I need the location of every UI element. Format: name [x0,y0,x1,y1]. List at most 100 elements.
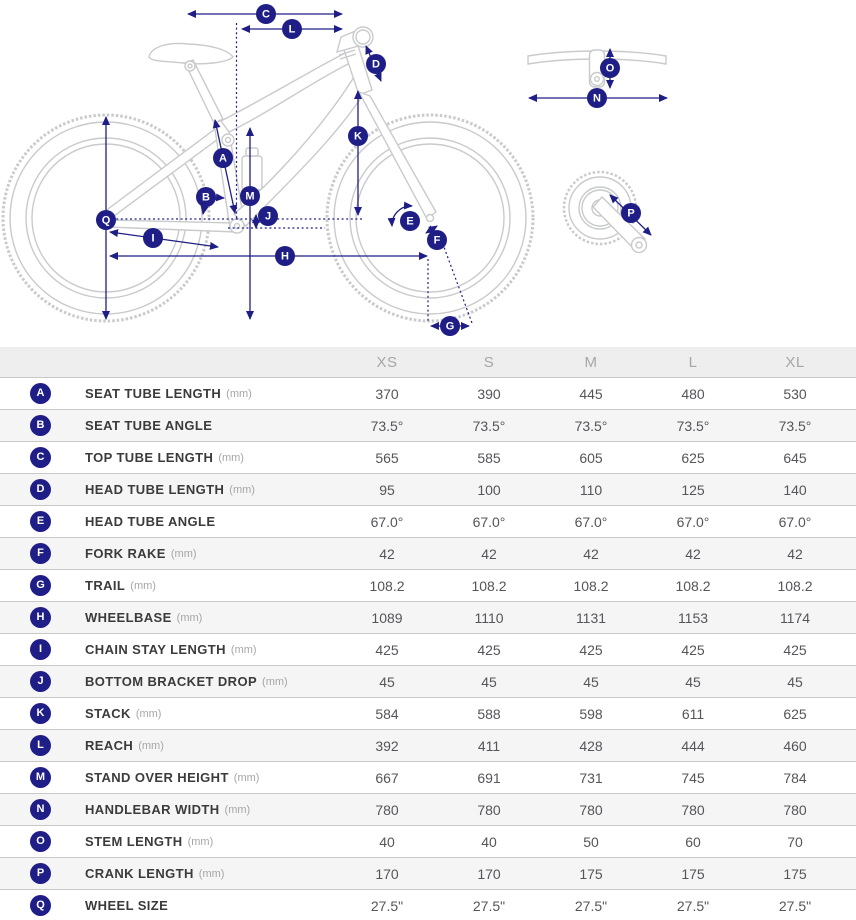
row-label: SEAT TUBE LENGTH [85,386,222,401]
svg-text:G: G [446,321,455,333]
size-column-header: XL [785,353,805,371]
row-unit: (mm) [229,483,255,496]
bike-geometry-diagram: A B C D E F G H I J K L M N O P Q [0,0,856,347]
diagram-badge-c: C [256,4,276,24]
diagram-badge-d: D [366,54,386,74]
geometry-table: XS S M L XL A SEAT TUBE LENGTH (mm) 370 390 44… [0,347,856,920]
row-label-cell: I CHAIN STAY LENGTH (mm) [0,639,336,660]
badge-letter: Q [36,899,45,911]
value-cell: 73.5° [370,417,404,434]
table-row: A SEAT TUBE LENGTH (mm) 370 390 445 480 530 [0,377,856,409]
dim-chain-stay-length [109,229,219,250]
value-cell: 42 [481,545,497,562]
value-cell: 425 [375,641,399,658]
diagram-badge-m: M [240,186,260,206]
value-cell: 731 [579,769,603,786]
table-row: K STACK (mm) 584 588 598 611 625 [0,697,856,729]
row-label: FORK RAKE [85,546,166,561]
value-cell: 667 [375,769,399,786]
value-cell: 745 [681,769,705,786]
row-letter-badge: K [30,703,51,724]
svg-text:P: P [627,208,634,220]
table-row: B SEAT TUBE ANGLE 73.5° 73.5° 73.5° 73.5° 73… [0,409,856,441]
value-cell: 588 [477,705,501,722]
row-label-cell: L REACH (mm) [0,735,336,756]
value-cell: 45 [685,673,701,690]
value-cell: 1174 [779,609,811,626]
value-cell: 425 [579,641,603,658]
row-letter-badge: G [30,575,51,596]
row-label: STAND OVER HEIGHT [85,770,229,785]
row-letter-badge: O [30,831,51,852]
value-cell: 428 [579,737,603,754]
dim-fork-rake [425,225,438,234]
diagram-badge-o: O [600,58,620,78]
value-cell: 625 [783,705,807,722]
table-row: C TOP TUBE LENGTH (mm) 565 585 605 625 645 [0,441,856,473]
table-row: N HANDLEBAR WIDTH (mm) 780 780 780 780 780 [0,793,856,825]
value-cell: 584 [375,705,399,722]
value-cell: 425 [477,641,501,658]
value-cell: 460 [783,737,807,754]
value-cell: 444 [681,737,705,754]
value-cell: 780 [375,801,399,818]
row-unit: (mm) [218,451,244,464]
svg-text:Q: Q [102,215,111,227]
svg-text:J: J [265,211,271,223]
diagram-badge-b: B [196,187,216,207]
row-label: HEAD TUBE ANGLE [85,514,216,529]
value-cell: 125 [681,481,705,498]
badge-letter: F [37,547,44,559]
value-cell: 585 [477,449,501,466]
row-label-cell: B SEAT TUBE ANGLE [0,415,336,436]
value-cell: 42 [787,545,803,562]
value-cell: 625 [681,449,705,466]
badge-letter: L [37,739,44,751]
value-cell: 70 [787,833,803,850]
badge-letter: P [36,867,45,879]
value-cell: 645 [783,449,807,466]
value-cell: 67.0° [370,513,404,530]
value-cell: 40 [379,833,395,850]
header-corner-cell [0,347,336,377]
row-unit: (mm) [262,675,288,688]
row-label-cell: O STEM LENGTH (mm) [0,831,336,852]
row-letter-badge: L [30,735,51,756]
value-cell: 780 [783,801,807,818]
value-cell: 1110 [474,609,504,626]
row-unit: (mm) [224,803,251,816]
value-cell: 780 [477,801,501,818]
value-cell: 67.0° [778,513,812,530]
size-header-row: XS S M L XL [0,347,856,377]
value-cell: 27.5" [472,897,506,914]
svg-text:H: H [281,251,289,263]
value-cell: 27.5" [370,897,404,914]
table-row: Q WHEEL SIZE 27.5" 27.5" 27.5" 27.5" 27.5" [0,889,856,920]
row-label-cell: Q WHEEL SIZE [0,895,336,916]
row-label: SEAT TUBE ANGLE [85,418,213,433]
diagram-badge-l: L [282,19,302,39]
row-label: WHEEL SIZE [85,898,169,913]
value-cell: 73.5° [574,417,608,434]
value-cell: 73.5° [778,417,812,434]
size-column-header: M [584,353,598,371]
handlebar-front-view [527,49,667,88]
value-cell: 108.2 [675,577,711,594]
row-unit: (mm) [187,835,214,848]
badge-letter: D [36,483,45,495]
bike-outline-drawing [1,26,667,323]
row-label: REACH [85,738,134,753]
diagram-badge-p: P [621,203,641,223]
diagram-badge-k: K [348,126,368,146]
row-letter-badge: M [30,767,51,788]
steering-axis-reference [440,238,473,324]
diagram-badge-i: I [143,228,163,248]
table-row: P CRANK LENGTH (mm) 170 170 175 175 175 [0,857,856,889]
row-unit: (mm) [130,579,156,592]
row-unit: (mm) [170,547,197,560]
row-unit: (mm) [176,611,203,624]
value-cell: 392 [375,737,399,754]
svg-text:L: L [289,24,296,36]
table-row: D HEAD TUBE LENGTH (mm) 95 100 110 125 140 [0,473,856,505]
